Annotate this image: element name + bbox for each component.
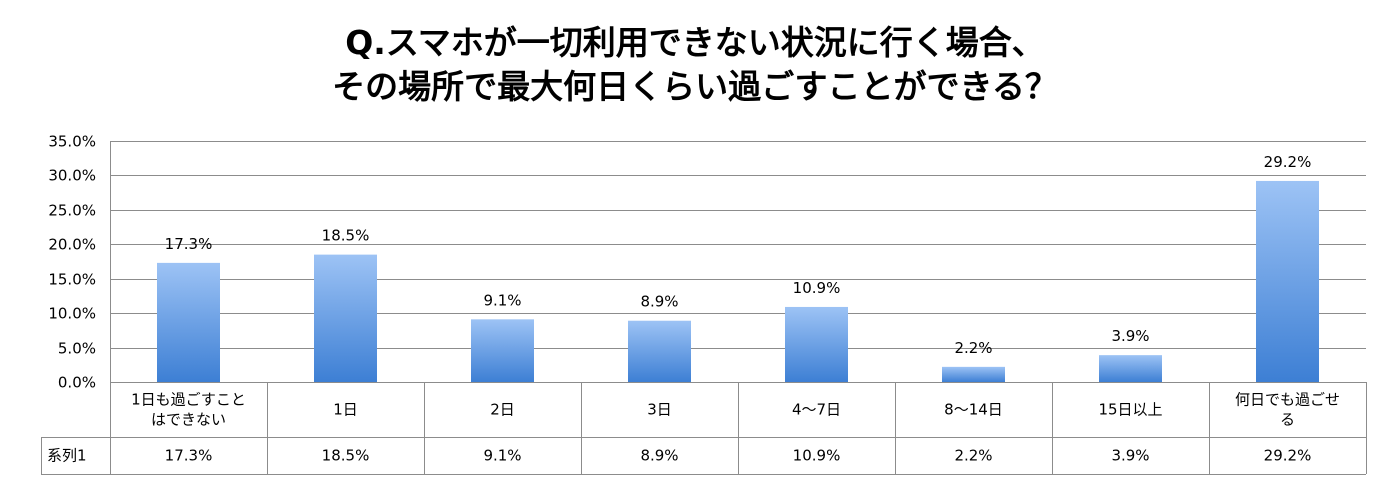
data-label: 3.9%: [1111, 327, 1149, 345]
chart-title-line-2: その場所で最大何日くらい過ごすことができる？: [332, 67, 1058, 106]
table-value: 29.2%: [1264, 447, 1312, 465]
table-value: 10.9%: [793, 447, 841, 465]
table-value: 18.5%: [322, 447, 370, 465]
series-name: 系列1: [47, 447, 87, 465]
table-value: 9.1%: [483, 447, 521, 465]
bar: [314, 254, 377, 382]
chart-title-line-1: Q.スマホが一切利用できない状況に行く場合、: [345, 23, 1045, 62]
data-label: 29.2%: [1264, 153, 1312, 171]
bar: [628, 320, 691, 382]
table-value: 3.9%: [1111, 447, 1149, 465]
data-label: 10.9%: [793, 279, 841, 297]
data-label: 2.2%: [954, 339, 992, 357]
x-category-label: 2日: [490, 401, 515, 419]
data-label: 9.1%: [483, 291, 521, 309]
x-category-label: 1日も過ごすこと: [131, 391, 246, 409]
y-tick-label: 0.0%: [58, 374, 96, 392]
y-tick-label: 10.0%: [48, 305, 96, 323]
data-label: 17.3%: [165, 235, 213, 253]
bar: [1099, 355, 1162, 382]
x-category-label: 4〜7日: [792, 401, 841, 419]
table-value: 17.3%: [165, 447, 213, 465]
bar: [785, 306, 848, 382]
data-label: 18.5%: [322, 227, 370, 245]
y-tick-label: 30.0%: [48, 167, 96, 185]
y-tick-label: 25.0%: [48, 202, 96, 220]
y-tick-label: 20.0%: [48, 236, 96, 254]
y-tick-label: 35.0%: [48, 133, 96, 151]
x-category-label: 3日: [647, 401, 672, 419]
x-category-label: はできない: [151, 411, 226, 429]
x-category-label: 8〜14日: [944, 401, 1003, 419]
table-value: 2.2%: [954, 447, 992, 465]
y-tick-label: 15.0%: [48, 271, 96, 289]
y-tick-label: 5.0%: [58, 340, 96, 358]
x-category-label: 1日: [333, 401, 358, 419]
bar: [157, 262, 220, 382]
data-label: 8.9%: [640, 293, 678, 311]
x-category-label: る: [1280, 411, 1295, 429]
table-value: 8.9%: [640, 447, 678, 465]
x-category-label: 15日以上: [1098, 401, 1162, 419]
x-category-label: 何日でも過ごせ: [1235, 391, 1340, 409]
bar: [1256, 180, 1319, 382]
bar: [942, 366, 1005, 382]
bar: [471, 319, 534, 382]
